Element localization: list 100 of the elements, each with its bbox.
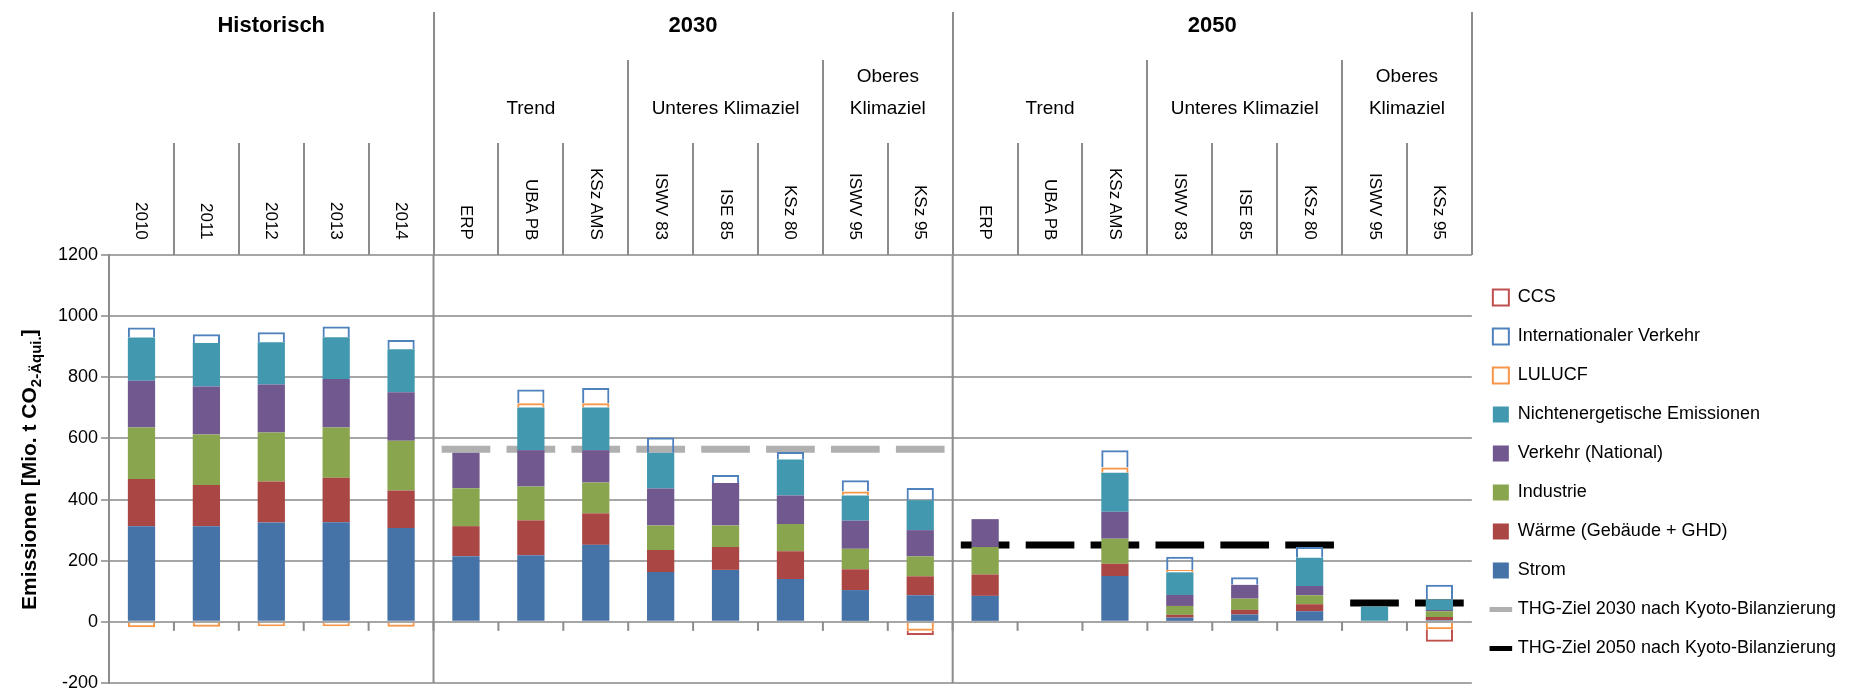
bar <box>841 569 869 591</box>
x-tick-label: 2012 <box>261 202 282 240</box>
bar <box>452 488 480 527</box>
bar <box>1295 557 1324 587</box>
x-tick-label: KSz 80 <box>1299 185 1320 240</box>
bar <box>1166 605 1194 615</box>
bar <box>517 555 545 621</box>
x-tick-label: 2010 <box>131 202 152 240</box>
bar <box>711 483 740 526</box>
bar <box>1231 609 1259 615</box>
text: Oberes Klimaziel <box>1367 64 1446 120</box>
legend-label: Internationaler Verkehr <box>1517 325 1700 346</box>
x-tick-label: 2011 <box>196 203 217 240</box>
bar <box>971 519 999 547</box>
bar <box>776 524 805 552</box>
bar <box>1101 472 1129 512</box>
bar <box>387 490 415 528</box>
bar <box>517 486 545 521</box>
bar <box>1166 594 1194 606</box>
text: Unteres Klimaziel <box>650 96 801 120</box>
bar <box>127 380 156 428</box>
bar <box>452 452 480 489</box>
bar <box>322 337 350 380</box>
bar <box>582 407 610 451</box>
bar <box>906 530 934 557</box>
bar <box>1295 604 1324 612</box>
bar <box>971 574 999 596</box>
bar <box>192 526 221 621</box>
bar <box>1295 595 1324 605</box>
x-tick-label: ISWV 95 <box>1364 173 1385 241</box>
bar <box>1425 616 1454 621</box>
bar <box>1101 563 1129 576</box>
bar <box>1101 511 1129 539</box>
bar <box>841 495 869 521</box>
bar <box>1231 614 1259 621</box>
bar <box>257 342 285 385</box>
x-tick-label: ERP <box>455 205 476 240</box>
bar <box>257 522 285 621</box>
y-tick-label: 0 <box>88 610 99 631</box>
x-tick-label: ISWV 95 <box>845 173 866 241</box>
x-tick-label: 2013 <box>326 202 347 240</box>
bar <box>776 551 805 580</box>
bar <box>127 337 156 381</box>
legend-label: LULUCF <box>1517 364 1588 385</box>
x-tick-label: ERP <box>975 205 996 240</box>
bar <box>517 450 545 487</box>
x-tick-label: UBA PB <box>1040 179 1061 241</box>
bar <box>647 488 675 526</box>
bar <box>192 484 221 527</box>
bar <box>841 590 869 621</box>
legend-label: Wärme (Gebäude + GHD) <box>1517 520 1728 541</box>
bar <box>841 520 869 549</box>
bar <box>776 579 805 621</box>
bar <box>776 495 805 525</box>
y-tick-label: 800 <box>68 366 99 387</box>
legend-label: Strom <box>1517 559 1566 580</box>
bar <box>257 481 285 523</box>
bar <box>711 525 740 547</box>
legend-label: Industrie <box>1517 481 1587 502</box>
bar <box>387 528 415 621</box>
legend-label: CCS <box>1517 286 1556 307</box>
legend-label: THG-Ziel 2030 nach Kyoto-Bilanzierung <box>1517 598 1836 619</box>
text: Trend <box>505 96 557 120</box>
bar <box>582 450 610 483</box>
bar <box>841 548 869 570</box>
x-tick-label: ISE 85 <box>1234 189 1255 241</box>
bar <box>192 386 221 435</box>
y-tick-label: 1200 <box>58 243 99 264</box>
bar <box>452 526 480 557</box>
bar <box>647 572 675 621</box>
bar <box>517 407 545 451</box>
bar <box>322 522 350 621</box>
bar <box>127 526 156 621</box>
bar <box>322 379 350 428</box>
bar <box>711 569 740 621</box>
bar <box>1360 606 1389 621</box>
bar <box>647 550 675 573</box>
bar <box>387 349 415 393</box>
bar <box>1231 598 1259 610</box>
bar <box>1425 611 1454 617</box>
x-tick-label: ISE 85 <box>715 189 736 241</box>
bar <box>517 520 545 556</box>
bar <box>322 477 350 523</box>
bar <box>452 556 480 621</box>
text: Trend <box>1024 96 1076 120</box>
bar <box>1231 584 1259 599</box>
x-tick-label: KSz 95 <box>1429 185 1450 240</box>
legend-label: Nichtenergetische Emissionen <box>1517 403 1760 424</box>
bar <box>322 427 350 478</box>
y-tick-label: 400 <box>68 488 99 509</box>
bar <box>582 513 610 545</box>
bar <box>711 546 740 570</box>
y-tick-label: -200 <box>62 671 99 692</box>
bar <box>906 576 934 596</box>
bar <box>127 427 156 480</box>
bar <box>582 544 610 621</box>
bar <box>971 546 999 575</box>
bar <box>906 595 934 621</box>
legend-label: THG-Ziel 2050 nach Kyoto-Bilanzierung <box>1517 637 1836 658</box>
x-tick-label: UBA PB <box>520 179 541 241</box>
